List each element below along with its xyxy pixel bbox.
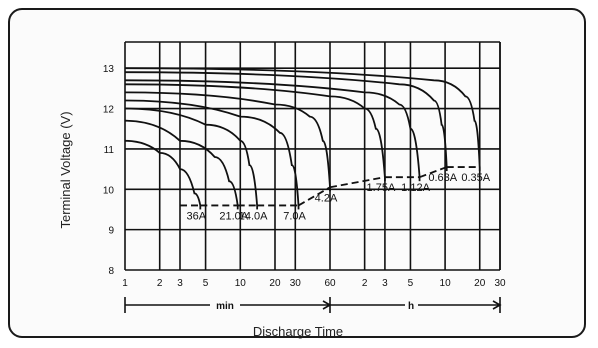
cutoff-lines	[180, 166, 480, 207]
x-tick-label: 1	[122, 278, 128, 289]
min-unit-label: min	[216, 301, 234, 312]
cutoff-segment	[329, 176, 386, 189]
series-label-4.2A: 4.2A	[315, 192, 338, 204]
series-label-21.0A: 21.0A	[219, 210, 248, 222]
series-label-14.0A: 14.0A	[239, 210, 268, 222]
x-tick-label: 10	[440, 278, 452, 289]
x-tick-label: 20	[474, 278, 486, 289]
curve-0.35A	[124, 67, 481, 168]
x-axis-title: Discharge Time	[253, 324, 343, 339]
x-tick-label: 60	[324, 278, 336, 289]
grid	[124, 41, 501, 271]
x-tick-label: 10	[235, 278, 247, 289]
curve-1.12A	[124, 79, 421, 178]
y-tick-label: 8	[108, 266, 114, 277]
y-tick-labels: 8 9 10 11 12 13	[103, 64, 115, 277]
y-tick-label: 10	[103, 185, 115, 196]
x-tick-label: 30	[494, 278, 506, 289]
x-tick-label: 20	[269, 278, 281, 289]
curve-14.0A	[124, 107, 258, 206]
curve-0.63A	[124, 71, 448, 168]
series-label-1.75A: 1.75A	[367, 182, 396, 194]
series-label-1.12A: 1.12A	[401, 182, 430, 194]
curve-21.0A	[124, 119, 239, 206]
y-tick-label: 13	[103, 64, 115, 75]
series-label-0.35A: 0.35A	[461, 172, 490, 184]
x-tick-labels: 1 2 3 5 10 20 30 60 2 3 5 10 20 30	[122, 278, 506, 289]
series-label-7.0A: 7.0A	[283, 210, 306, 222]
y-axis-title: Terminal Voltage (V)	[58, 111, 73, 228]
curve-7.0A	[124, 99, 300, 206]
x-tick-label: 5	[408, 278, 414, 289]
discharge-curves	[124, 67, 481, 210]
x-tick-label: 5	[203, 278, 209, 289]
x-tick-label: 3	[382, 278, 388, 289]
cutoff-segment	[419, 166, 448, 179]
time-unit-ranges: min h	[124, 297, 502, 313]
y-tick-label: 11	[104, 145, 115, 156]
curve-36A	[124, 139, 202, 206]
series-label-0.63A: 0.63A	[428, 172, 457, 184]
curve-4.2A	[124, 91, 331, 188]
cutoff-segment	[298, 186, 331, 207]
y-tick-label: 12	[103, 105, 115, 116]
h-unit-label: h	[408, 301, 414, 312]
x-tick-label: 2	[362, 278, 368, 289]
x-tick-label: 30	[290, 278, 302, 289]
min-arrow	[322, 300, 332, 310]
curve-1.75A	[124, 83, 386, 178]
x-tick-label: 3	[177, 278, 183, 289]
y-tick-label: 9	[108, 226, 114, 237]
series-label-36A: 36A	[187, 210, 207, 222]
chart-frame	[8, 8, 586, 338]
h-arrow	[492, 300, 502, 310]
x-tick-label: 2	[157, 278, 163, 289]
